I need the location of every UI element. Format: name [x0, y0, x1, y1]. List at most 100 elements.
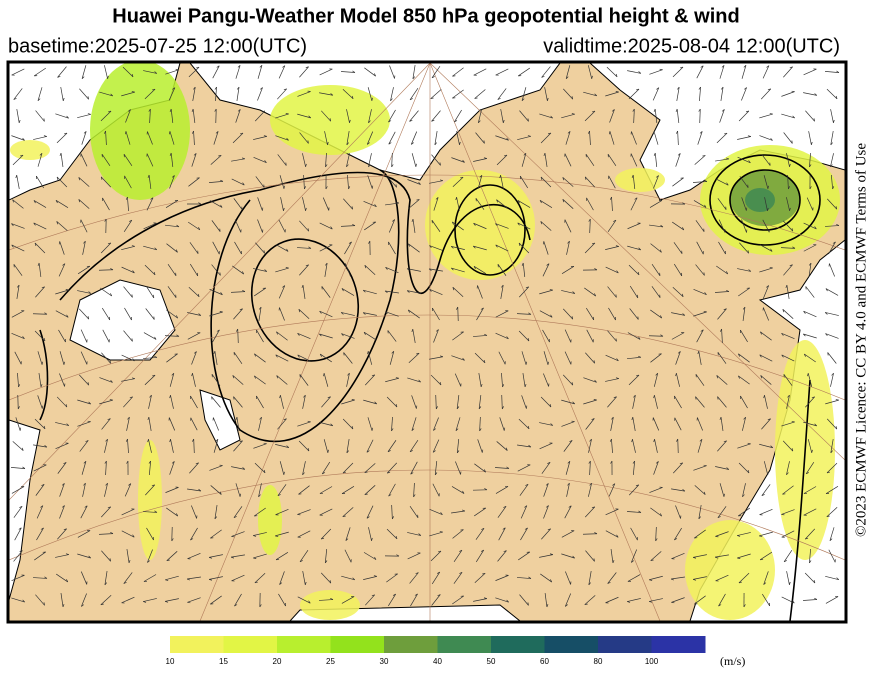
wind-arrow [258, 417, 262, 431]
wind-arrow [519, 594, 529, 606]
wind-arrow [478, 373, 482, 387]
wind-arrow-head [415, 163, 417, 167]
wind-arrow [279, 461, 285, 475]
wind-arrow [193, 438, 195, 454]
wind-arrow [38, 373, 42, 387]
wind-arrow [35, 594, 45, 606]
wind-arrow-head [19, 427, 22, 431]
wind-arrow [347, 174, 349, 190]
wind-arrow-head [653, 395, 655, 399]
wind-arrow [805, 110, 815, 122]
wind-arrow [208, 181, 224, 183]
wind-arrow [33, 67, 47, 77]
wind-arrow-head [63, 361, 65, 365]
wind-arrow [13, 506, 23, 518]
wind-arrow-head [527, 118, 529, 122]
wind-arrow [236, 87, 240, 101]
wind-arrow-head [593, 399, 597, 401]
wind-arrow-head [154, 510, 158, 513]
wind-arrow-head [737, 557, 741, 559]
wind-arrow [58, 329, 66, 343]
wind-arrow [518, 67, 530, 77]
wind-arrow-head [501, 284, 504, 288]
wind-arrow-head [388, 494, 392, 497]
wind-arrow [566, 483, 570, 497]
wind-arrow [760, 88, 772, 100]
wind-arrow [474, 463, 486, 473]
wind-arrow-head [562, 177, 565, 181]
wind-arrow-head [572, 291, 576, 294]
wind-arrow [407, 290, 421, 294]
wind-arrow-head [826, 471, 830, 474]
wind-arrow [429, 180, 443, 184]
wind-arrow-head [439, 381, 442, 386]
wind-arrow [299, 374, 309, 386]
wind-arrow [498, 527, 506, 541]
wind-arrow [498, 351, 506, 365]
wind-arrow [585, 352, 595, 364]
wind-arrow-head [763, 395, 765, 399]
wind-arrow [451, 510, 465, 514]
wind-arrow-head [374, 204, 377, 207]
wind-arrow [342, 88, 354, 100]
wind-arrow [452, 331, 464, 341]
wind-arrow-head [594, 268, 598, 271]
wind-arrow-head [451, 267, 454, 271]
wind-arrow-head [704, 179, 708, 182]
wind-arrow [277, 154, 287, 166]
wind-arrow-head [169, 152, 172, 156]
colorbar-tick-label: 15 [219, 657, 228, 666]
wind-arrow [77, 399, 91, 405]
wind-arrow [808, 263, 812, 277]
wind-arrow [521, 87, 527, 101]
wind-arrow-head [345, 538, 349, 541]
wind-arrow-head [193, 153, 197, 156]
wind-arrow [100, 110, 112, 122]
wind-arrow [611, 438, 613, 454]
wind-arrow-head [594, 379, 597, 383]
wind-arrow-head [831, 372, 834, 376]
wind-arrow [234, 593, 242, 607]
wind-arrow [341, 399, 355, 405]
wind-arrow [34, 418, 46, 430]
wind-arrow [126, 417, 130, 431]
wind-arrow-head [506, 466, 510, 469]
wind-arrow-head [613, 396, 617, 399]
wind-arrow-head [191, 108, 194, 112]
wind-arrow-head [655, 538, 658, 542]
wind-arrow [718, 593, 726, 607]
wind-arrow [391, 504, 393, 520]
wind-arrow [278, 285, 286, 299]
wind-arrow-head [258, 306, 262, 310]
wind-arrow-head [439, 355, 443, 358]
wind-arrow-head [176, 315, 178, 319]
wind-arrow-head [631, 560, 634, 563]
wind-arrow [607, 220, 617, 232]
wind-arrow [168, 87, 176, 101]
wind-arrow [522, 263, 526, 277]
wind-arrow-head [497, 98, 501, 100]
wind-arrow [628, 374, 640, 386]
wind-arrow-head [439, 531, 443, 533]
wind-arrow [319, 310, 333, 318]
wind-arrow [830, 109, 834, 123]
wind-arrow [411, 417, 417, 431]
wind-arrow [476, 307, 484, 321]
wind-arrow [341, 312, 355, 316]
wind-arrow-head [213, 350, 216, 355]
wind-arrow [561, 530, 575, 538]
wind-arrow-head [343, 352, 345, 356]
wind-arrow-head [571, 316, 574, 320]
wind-arrow [258, 307, 262, 321]
colorbar-segment [544, 636, 599, 653]
wind-arrow-head [830, 164, 833, 168]
wind-arrow [344, 241, 352, 255]
wind-arrow-head [219, 272, 221, 276]
wind-arrow [55, 310, 69, 318]
map-frame [6, 60, 848, 624]
wind-arrow [123, 396, 133, 408]
wind-arrow-head [547, 528, 551, 531]
wind-arrow-head [760, 331, 762, 335]
wind-arrow-head [169, 439, 171, 443]
wind-arrow [761, 154, 771, 166]
